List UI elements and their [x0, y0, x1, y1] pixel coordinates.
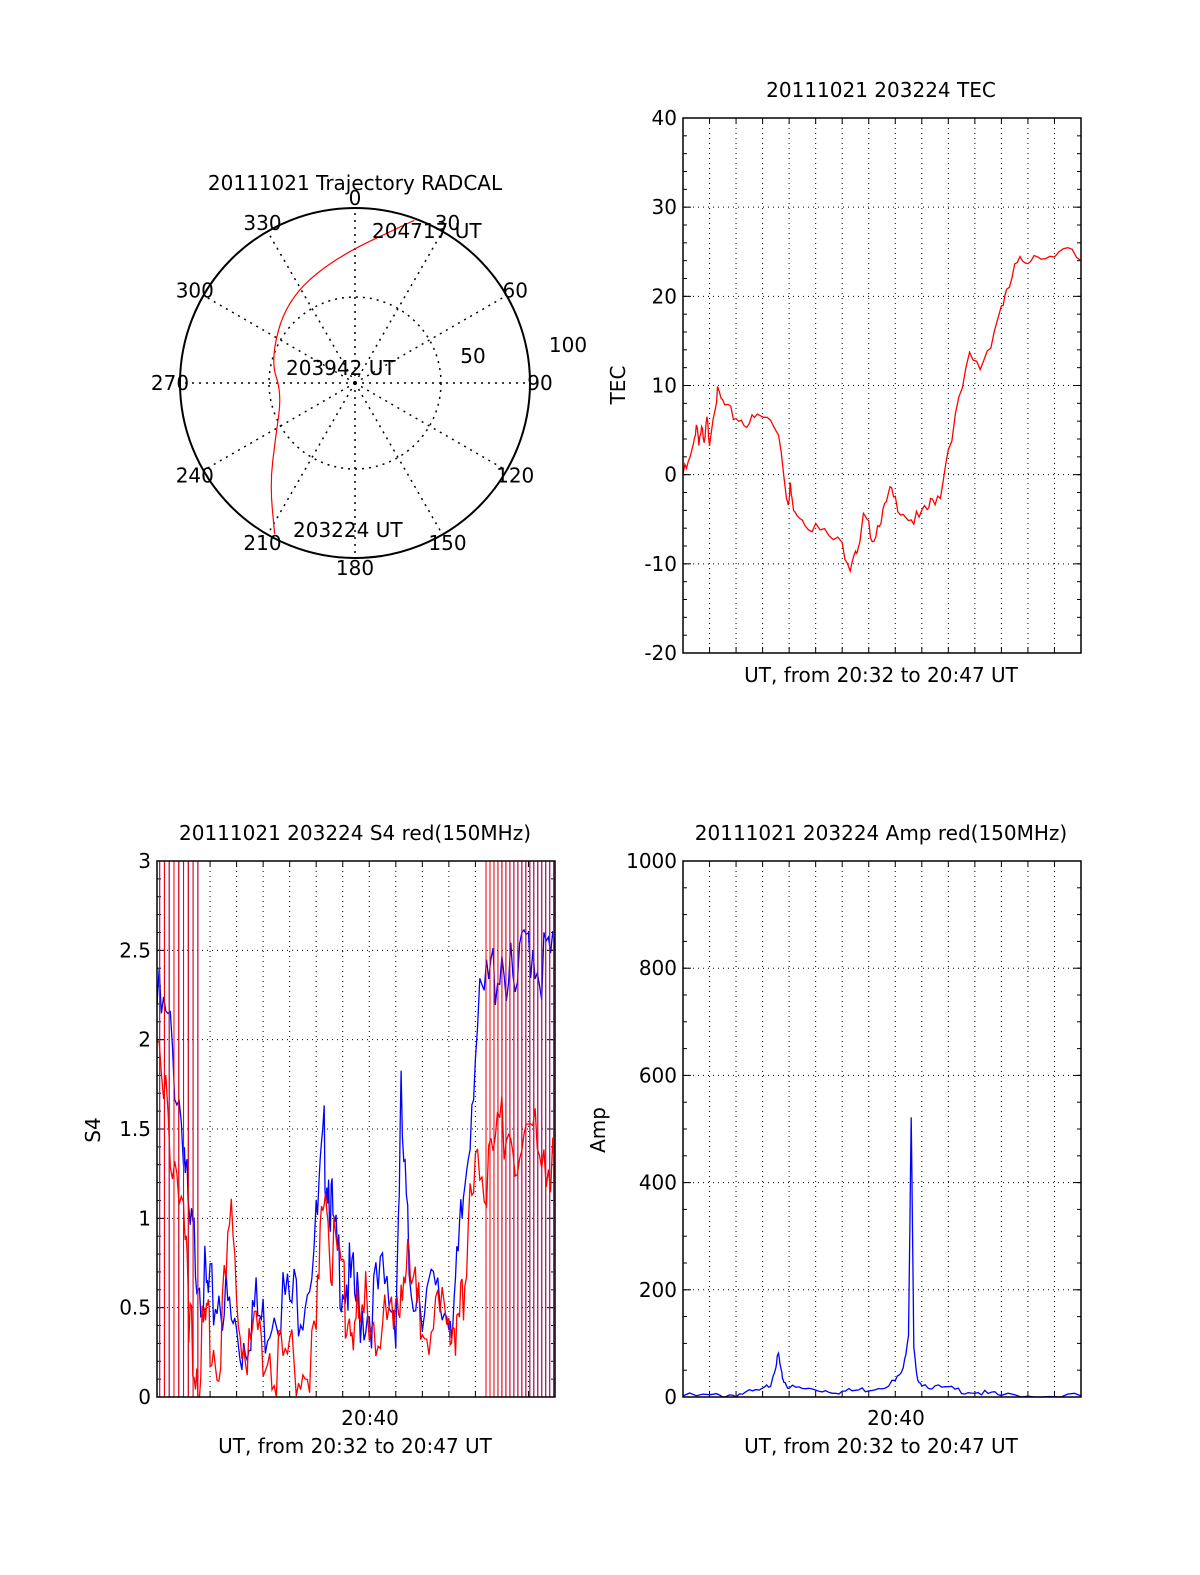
- polar-spoke: [354, 382, 444, 535]
- s4-xtick-label: 20:40: [341, 1406, 399, 1430]
- polar-azimuth-labels: 0 30 60 90 120 150 180 210 240 270 300 330: [151, 186, 553, 580]
- plot-frame: [156, 860, 556, 1398]
- polar-azimuth-label: 210: [243, 531, 281, 555]
- series-line-red: [682, 247, 1082, 574]
- y-tick-label: 20: [652, 284, 677, 308]
- polar-azimuth-label: 150: [428, 531, 466, 555]
- series-line-red: [156, 1040, 556, 1398]
- tec-plot-area: -20 -10 0 10 20 30 40: [644, 106, 1082, 665]
- y-tick-label: 0: [664, 463, 677, 487]
- polar-spokes: [180, 208, 530, 558]
- polar-trajectory-chart: 20111021 Trajectory RADCAL 0 30 60 90 120 150…: [151, 171, 587, 580]
- y-tick-label: 600: [639, 1063, 677, 1087]
- y-tick-label: 10: [652, 374, 677, 398]
- y-tick-label: 0.5: [119, 1296, 151, 1320]
- series-line-blue: [156, 928, 556, 1371]
- polar-point-label-end: 204717 UT: [372, 219, 482, 243]
- y-tick-label: 2.5: [119, 938, 151, 962]
- tec-title: 20111021 203224 TEC: [766, 78, 996, 102]
- y-tick-label: 1000: [626, 849, 677, 873]
- amp-xtick-label: 20:40: [867, 1406, 925, 1430]
- polar-spoke: [354, 382, 507, 472]
- amp-chart: 20111021 203224 Amp red(150MHz) Amp 20:4…: [586, 821, 1082, 1458]
- polar-azimuth-label: 120: [496, 464, 534, 488]
- y-tick-label: 2: [138, 1028, 151, 1052]
- polar-azimuth-label: 270: [151, 371, 189, 395]
- y-tick-label: 1.5: [119, 1117, 151, 1141]
- s4-chart: 20111021 203224 S4 red(150MHz) S4 20:40 …: [81, 821, 556, 1458]
- polar-spoke: [266, 231, 356, 384]
- s4-ylabel: S4: [81, 1117, 105, 1142]
- amp-plot-area: 0 200 400 600 800 1000: [626, 849, 1082, 1409]
- polar-spoke: [354, 294, 507, 384]
- y-tick-label: 30: [652, 195, 677, 219]
- polar-title: 20111021 Trajectory RADCAL: [208, 171, 503, 195]
- polar-azimuth-label: 180: [336, 556, 374, 580]
- y-tick-label: -20: [644, 641, 677, 665]
- y-tick-label: 3: [138, 849, 151, 873]
- y-tick-label: 400: [639, 1171, 677, 1195]
- y-tick-label: 0: [664, 1385, 677, 1409]
- polar-point-label-mid: 203942 UT: [286, 356, 396, 380]
- tec-xlabel: UT, from 20:32 to 20:47 UT: [744, 663, 1019, 687]
- series-line-blue: [682, 1117, 1082, 1398]
- polar-outer-circle: [179, 207, 531, 559]
- polar-trajectory-line: [270, 219, 415, 535]
- polar-spoke: [203, 382, 356, 472]
- polar-azimuth-label: 90: [527, 371, 552, 395]
- amp-title: 20111021 203224 Amp red(150MHz): [695, 821, 1067, 845]
- y-tick-label: 1: [138, 1206, 151, 1230]
- polar-spoke: [354, 231, 444, 384]
- tec-chart: 20111021 203224 TEC TEC UT, from 20:32 t…: [606, 78, 1082, 687]
- amp-ylabel: Amp: [586, 1107, 610, 1153]
- polar-azimuth-label: 0: [349, 186, 362, 210]
- s4-title: 20111021 203224 S4 red(150MHz): [179, 821, 531, 845]
- y-tick-label: -10: [644, 552, 677, 576]
- polar-azimuth-label: 330: [243, 211, 281, 235]
- y-tick-label: 0: [138, 1385, 151, 1409]
- plot-frame: [682, 117, 1082, 654]
- plot-frame: [682, 860, 1082, 1398]
- y-tick-label: 40: [652, 106, 677, 130]
- polar-elev-label-100: 100: [549, 333, 587, 357]
- polar-azimuth-label: 300: [176, 279, 214, 303]
- polar-spoke: [266, 382, 356, 535]
- polar-azimuth-label: 60: [502, 279, 527, 303]
- y-tick-label: 800: [639, 956, 677, 980]
- s4-xlabel: UT, from 20:32 to 20:47 UT: [218, 1434, 493, 1458]
- polar-azimuth-label: 30: [435, 211, 460, 235]
- y-tick-label: 200: [639, 1278, 677, 1302]
- polar-spoke: [203, 294, 356, 384]
- polar-elev-label-50: 50: [460, 344, 485, 368]
- tec-ylabel: TEC: [606, 366, 630, 406]
- polar-point-label-start: 203224 UT: [293, 518, 403, 542]
- polar-azimuth-label: 240: [176, 464, 214, 488]
- s4-plot-area: 0 0.5 1 1.5 2 2.5 3: [119, 849, 556, 1409]
- amp-xlabel: UT, from 20:32 to 20:47 UT: [744, 1434, 1019, 1458]
